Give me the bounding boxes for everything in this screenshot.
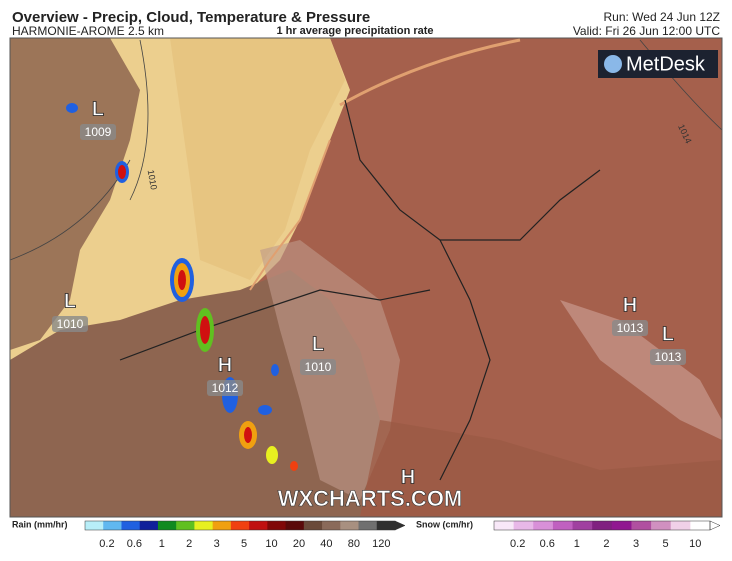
legend-swatch [267, 521, 287, 530]
pressure-symbol: H [623, 294, 637, 316]
legend-arrow [394, 520, 406, 531]
legend-swatch [176, 521, 195, 530]
legend-swatch [670, 521, 691, 530]
legend-frame [493, 520, 711, 531]
legend-swatch [103, 521, 122, 530]
legend-frame [84, 520, 396, 531]
pressure-symbol: L [662, 323, 674, 345]
legend-tick-label: 5 [663, 538, 669, 550]
pressure-badge [52, 316, 88, 332]
legend-swatch [85, 521, 104, 530]
legend-tick-label: 20 [293, 538, 305, 550]
legend-swatch [494, 521, 515, 530]
pressure-value: 1013 [617, 321, 644, 335]
logo: MetDesk [626, 53, 706, 75]
pressure-badge [650, 349, 686, 365]
legend-swatch [322, 521, 341, 530]
legend-swatch [249, 521, 268, 530]
legend-swatch [230, 521, 250, 530]
pressure-value: 1010 [57, 317, 84, 331]
legend-swatch [212, 521, 232, 530]
legend-swatch [157, 521, 177, 530]
pressure-symbol: L [312, 333, 324, 355]
legend-tick-label: 0.6 [127, 538, 142, 550]
legend-tick-label: 0.2 [510, 538, 525, 550]
legend-swatch [611, 521, 632, 530]
legend-swatch [340, 521, 360, 530]
pressure-badge [612, 320, 648, 336]
legend-swatch [285, 521, 305, 530]
legend-tick-label: 1 [159, 538, 165, 550]
legend-swatch [139, 521, 159, 530]
legend-tick-label: 10 [265, 538, 277, 550]
legend-arrow [709, 520, 721, 531]
legend-tick-label: 40 [320, 538, 332, 550]
legend-tick-label: 80 [348, 538, 360, 550]
legend-tick-label: 0.2 [99, 538, 114, 550]
legend-swatch [303, 521, 323, 530]
logo-icon [604, 55, 622, 73]
pressure-badge [300, 359, 336, 375]
legend-tick-label: 2 [186, 538, 192, 550]
legend-swatch [552, 521, 574, 530]
pressure-value: 1009 [85, 125, 112, 139]
legend-swatch [592, 521, 613, 530]
pressure-value: 1013 [655, 350, 682, 364]
legend-tick-label: 1 [574, 538, 580, 550]
watermark: WXCHARTS.COM [278, 486, 463, 511]
pressure-symbol: H [218, 354, 232, 376]
pressure-value: 1010 [305, 360, 332, 374]
legend-tick-label: 5 [241, 538, 247, 550]
pressure-symbol: L [64, 290, 76, 312]
legend-swatch [513, 521, 534, 530]
isobar-label: 1010 [146, 169, 159, 190]
legend-tick-label: 3 [214, 538, 220, 550]
model: HARMONIE-AROME 2.5 km [12, 24, 164, 38]
pressure-badge [80, 124, 116, 140]
legend-tick-label: 3 [633, 538, 639, 550]
pressure-value: 1012 [212, 381, 239, 395]
legend-swatch [376, 521, 396, 530]
run-time: Run: Wed 24 Jun 12Z [603, 10, 720, 24]
legend-tick-label: 120 [372, 538, 390, 550]
rain-legend-label: Rain (mm/hr) [12, 519, 68, 529]
legend-swatch [121, 521, 141, 530]
pressure-badge [207, 380, 243, 396]
legend-tick-label: 2 [603, 538, 609, 550]
map-frame [9, 37, 723, 518]
valid-time: Valid: Fri 26 Jun 12:00 UTC [573, 24, 721, 38]
legend-swatch [572, 521, 593, 530]
map [10, 38, 722, 517]
snow-legend-label: Snow (cm/hr) [416, 519, 473, 529]
product: 1 hr average precipitation rate [276, 25, 433, 37]
legend-swatch [358, 521, 378, 530]
legend-swatch [194, 521, 214, 530]
legend-swatch [651, 521, 672, 530]
legend-tick-label: 10 [689, 538, 701, 550]
legend-swatch [690, 521, 711, 530]
title: Overview - Precip, Cloud, Temperature & … [12, 9, 370, 26]
legend-tick-label: 0.6 [540, 538, 555, 550]
pressure-symbol: H [401, 466, 415, 488]
legend-swatch [533, 521, 554, 530]
pressure-symbol: L [92, 98, 104, 120]
legend-swatch [631, 521, 652, 530]
